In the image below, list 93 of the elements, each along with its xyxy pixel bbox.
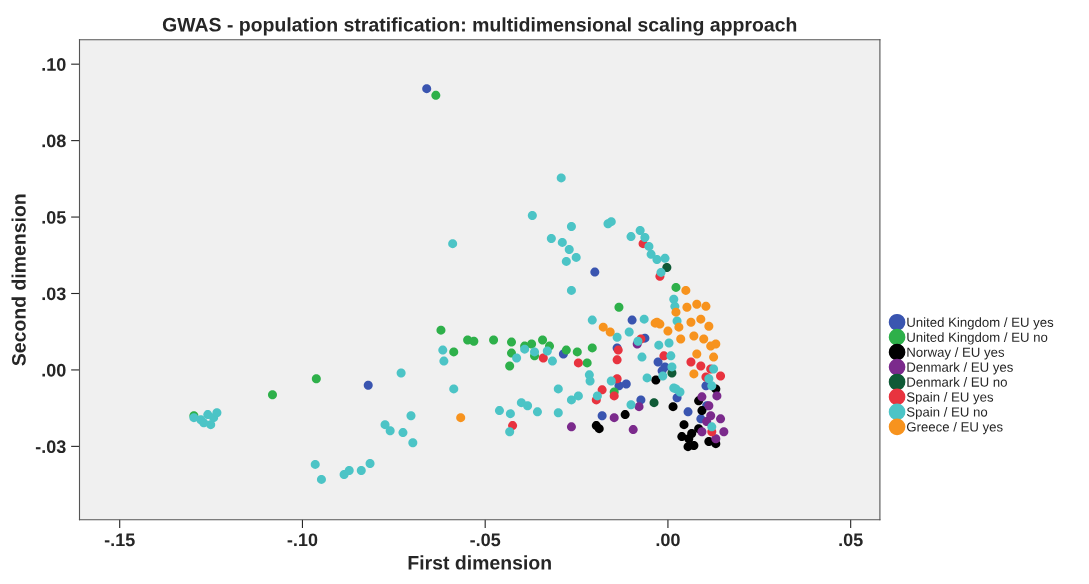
legend-label: Denmark / EU no: [907, 377, 1007, 387]
point: [597, 385, 607, 395]
point: [431, 90, 441, 100]
point: [505, 361, 515, 371]
point: [663, 326, 673, 336]
point: [719, 427, 729, 437]
point: [689, 440, 699, 450]
point: [449, 347, 459, 357]
point: [687, 429, 697, 439]
y-tick-label: .08: [42, 134, 66, 148]
legend-label: Greece / EU yes: [906, 421, 1003, 435]
point: [676, 334, 686, 344]
x-tick-label: .05: [839, 533, 863, 547]
legend-label: Denmark / EU yes: [907, 362, 1013, 375]
legend-label: Spain / EU yes: [906, 392, 994, 405]
point: [267, 390, 277, 400]
point: [614, 302, 624, 312]
point: [590, 267, 600, 277]
point: [538, 335, 548, 345]
point: [696, 361, 706, 371]
point: [649, 398, 659, 408]
point: [469, 336, 479, 346]
x-tick-label: -.15: [104, 533, 135, 547]
y-tick-label: .05: [42, 210, 66, 224]
point: [662, 263, 672, 273]
point: [605, 327, 615, 337]
x-tick-label: -.05: [470, 533, 501, 547]
point: [311, 374, 321, 384]
point: [683, 407, 693, 417]
point: [597, 411, 607, 421]
point: [671, 307, 681, 317]
point: [696, 314, 706, 324]
point: [709, 352, 719, 362]
legend-label: United Kingdom / EU no: [907, 332, 1048, 345]
point: [674, 322, 684, 332]
point: [668, 402, 678, 412]
point: [566, 422, 576, 432]
point: [706, 411, 716, 421]
y-tick-label: .00: [42, 363, 66, 377]
x-tick-label: -.10: [287, 533, 318, 547]
point: [609, 413, 619, 423]
point: [363, 380, 373, 390]
x-axis-title: First dimension: [408, 555, 551, 570]
legend-label: Norway / EU yes: [907, 347, 1005, 360]
point: [587, 343, 597, 353]
point: [682, 302, 692, 312]
point: [627, 315, 637, 325]
point: [671, 282, 681, 292]
point: [689, 331, 699, 341]
point: [704, 321, 714, 331]
point: [711, 434, 721, 444]
point: [716, 414, 726, 424]
point: [686, 317, 696, 327]
legend-label: United Kingdom / EU yes: [907, 317, 1054, 330]
point: [697, 392, 707, 402]
point: [572, 347, 582, 357]
point: [620, 410, 630, 420]
point: [651, 375, 661, 385]
point: [692, 349, 702, 359]
point: [697, 406, 707, 416]
point: [573, 358, 583, 368]
point: [634, 402, 644, 412]
point: [701, 301, 711, 311]
point: [507, 337, 516, 347]
point: [561, 345, 571, 355]
point: [677, 432, 687, 442]
point: [711, 339, 721, 349]
point: [699, 334, 709, 344]
y-tick-label: .10: [42, 58, 66, 71]
point: [621, 379, 631, 389]
point: [628, 425, 638, 435]
point: [527, 339, 537, 349]
point: [436, 325, 446, 335]
point: [582, 358, 592, 368]
point: [489, 335, 499, 345]
y-axis-title: Second dimension: [11, 194, 26, 366]
y-tick-label: -.03: [35, 440, 66, 454]
point: [681, 285, 691, 295]
point: [679, 420, 689, 430]
point: [609, 391, 619, 401]
point: [456, 413, 466, 423]
point: [692, 299, 702, 309]
point: [716, 371, 726, 381]
chart-title: GWAS - population stratification: multidimensional scaling approach: [162, 17, 797, 36]
y-tick-label: .03: [42, 287, 66, 301]
point: [612, 355, 622, 365]
legend-label: Spain / EU no: [906, 406, 988, 420]
x-tick-label: .00: [656, 533, 680, 547]
point: [422, 84, 432, 94]
point: [712, 391, 722, 401]
point: [689, 369, 699, 379]
point: [598, 322, 608, 332]
point: [686, 357, 696, 367]
